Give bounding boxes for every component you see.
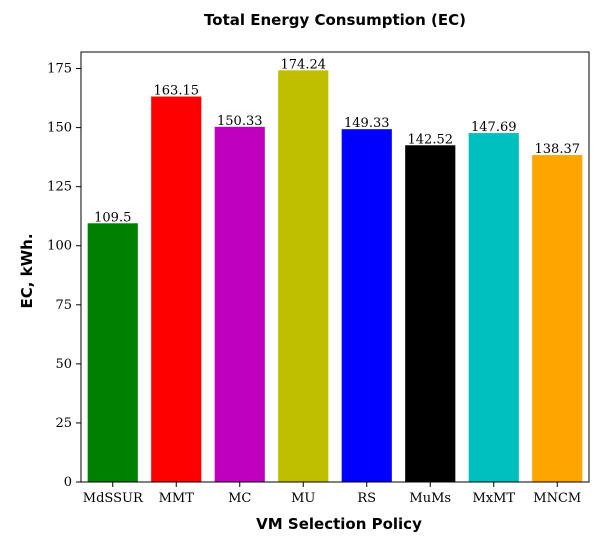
bar <box>151 96 202 483</box>
x-tick-label: MxMT <box>472 491 515 506</box>
y-tick-label: 125 <box>47 180 72 195</box>
chart-title: Total Energy Consumption (EC) <box>204 11 466 29</box>
data-label: 138.37 <box>535 142 581 157</box>
data-label: 147.69 <box>471 120 517 135</box>
x-tick-label: MU <box>291 491 315 506</box>
y-tick-label: 100 <box>47 239 72 254</box>
data-label: 149.33 <box>344 116 390 131</box>
x-axis-label: VM Selection Policy <box>256 515 422 533</box>
bar <box>341 129 392 482</box>
x-tick-label: RS <box>357 491 376 506</box>
data-label: 150.33 <box>217 114 263 129</box>
y-tick-label: 25 <box>55 416 72 431</box>
x-tick-label: MdSSUR <box>83 491 144 506</box>
y-tick-label: 150 <box>47 121 72 136</box>
bar <box>278 70 329 482</box>
x-tick-label: MMT <box>159 491 195 506</box>
bar <box>405 145 456 482</box>
y-axis-label: EC, kWh. <box>18 233 36 308</box>
x-tick-label: MuMs <box>409 491 451 506</box>
x-tick-label: MNCM <box>533 491 581 506</box>
y-tick-label: 50 <box>55 357 72 372</box>
bar <box>468 133 519 483</box>
plot-area: 109.5 MdSSUR 163.15 MMT 150.33 MC 174.24 MU 149.… <box>47 51 590 506</box>
data-label: 163.15 <box>154 84 200 99</box>
bar <box>214 126 265 483</box>
axes-frame <box>80 51 590 483</box>
y-tick-label: 175 <box>47 62 72 77</box>
x-tick-label: MC <box>228 491 251 506</box>
data-label: 142.52 <box>408 132 454 147</box>
data-label: 109.5 <box>94 210 131 225</box>
data-label: 174.24 <box>281 57 327 72</box>
bar <box>532 155 583 483</box>
y-tick-label: 0 <box>64 475 72 490</box>
y-tick-label: 75 <box>55 298 72 313</box>
bar <box>87 223 138 483</box>
